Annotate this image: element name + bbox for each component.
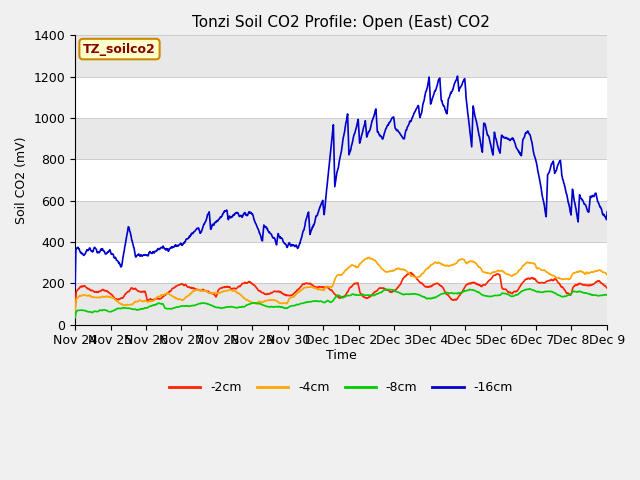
Bar — [75, 283, 607, 324]
Y-axis label: Soil CO2 (mV): Soil CO2 (mV) — [15, 136, 28, 224]
Bar — [75, 201, 607, 242]
X-axis label: Time: Time — [326, 348, 356, 361]
Legend: -2cm, -4cm, -8cm, -16cm: -2cm, -4cm, -8cm, -16cm — [164, 376, 518, 399]
Title: Tonzi Soil CO2 Profile: Open (East) CO2: Tonzi Soil CO2 Profile: Open (East) CO2 — [192, 15, 490, 30]
Text: TZ_soilco2: TZ_soilco2 — [83, 43, 156, 56]
Bar — [75, 118, 607, 159]
Bar — [75, 36, 607, 77]
